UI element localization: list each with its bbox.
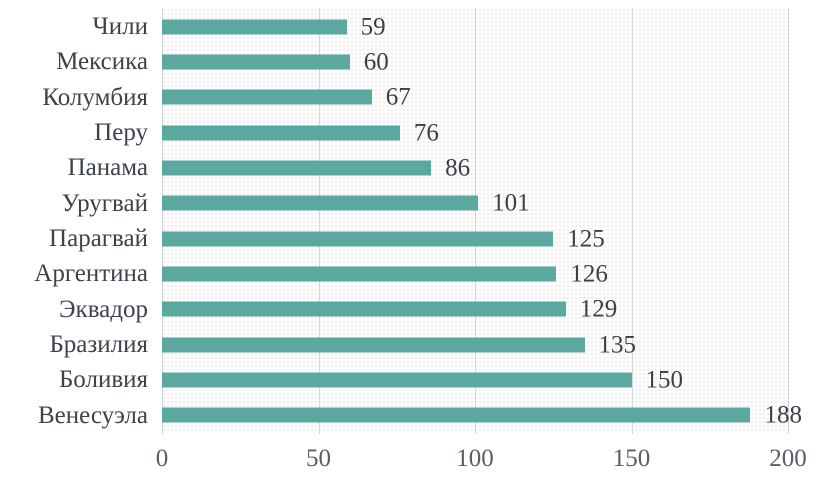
x-tick-label: 150 xyxy=(612,445,651,472)
bar-track: 60 xyxy=(162,44,788,79)
bar xyxy=(162,372,632,388)
value-label: 76 xyxy=(413,119,439,147)
bar xyxy=(162,125,400,141)
x-axis: 0 50 100 150 200 xyxy=(0,446,833,480)
bar-row: Перу 76 xyxy=(0,115,788,150)
value-label: 126 xyxy=(570,260,608,288)
bar xyxy=(162,19,347,35)
bar-row: Колумбия 67 xyxy=(0,80,788,115)
bar-row: Парагвай 125 xyxy=(0,221,788,256)
bar-rows: Чили 59 Мексика 60 Колумбия 67 Перу 76 Панама 86 У… xyxy=(0,9,802,433)
gridline-200 xyxy=(788,8,789,434)
category-label: Мексика xyxy=(56,48,148,76)
value-label: 150 xyxy=(645,366,684,394)
bar xyxy=(162,195,479,211)
bar-track: 101 xyxy=(162,186,788,221)
bar xyxy=(162,407,751,423)
bar xyxy=(162,89,372,105)
bar-track: 86 xyxy=(162,150,788,185)
bar xyxy=(162,337,585,353)
gridline-150 xyxy=(631,8,633,434)
category-label: Венесуэла xyxy=(38,401,148,429)
gridline-0 xyxy=(162,8,163,434)
bar-row: Эквадор 129 xyxy=(0,292,788,327)
bar xyxy=(162,231,554,247)
category-label: Парагвай xyxy=(49,225,148,253)
category-label: Эквадор xyxy=(59,295,148,323)
bar-track: 135 xyxy=(162,327,788,362)
bar xyxy=(162,266,557,282)
x-tick-label: 0 xyxy=(155,445,169,472)
value-label: 60 xyxy=(363,48,389,76)
category-label: Уругвай xyxy=(61,189,148,217)
bar xyxy=(162,54,350,70)
bar-row: Уругвай 101 xyxy=(0,186,788,221)
bar-track: 129 xyxy=(162,292,788,327)
value-label: 135 xyxy=(598,331,637,359)
category-label: Боливия xyxy=(58,366,148,394)
bar-track: 150 xyxy=(162,362,788,397)
value-label: 86 xyxy=(445,154,471,182)
category-label: Чили xyxy=(92,13,148,41)
bar-row: Панама 86 xyxy=(0,150,788,185)
bar-track: 76 xyxy=(162,115,788,150)
bar-track: 67 xyxy=(162,80,788,115)
bar-row: Боливия 150 xyxy=(0,362,788,397)
x-tick-label: 100 xyxy=(456,445,494,472)
bar-track: 125 xyxy=(162,221,788,256)
value-label: 129 xyxy=(579,295,618,323)
bar-track: 59 xyxy=(162,9,788,44)
value-label: 101 xyxy=(492,189,530,217)
value-label: 59 xyxy=(360,13,386,41)
bar-track: 188 xyxy=(162,398,802,433)
category-label: Бразилия xyxy=(49,331,148,359)
gridline-50 xyxy=(318,8,320,434)
bar-track: 126 xyxy=(162,256,788,291)
x-tick-label: 50 xyxy=(306,445,331,472)
value-label: 67 xyxy=(385,83,411,111)
bar-row: Аргентина 126 xyxy=(0,256,788,291)
category-label: Панама xyxy=(67,154,148,182)
bar-row: Мексика 60 xyxy=(0,44,788,79)
bar-row: Чили 59 xyxy=(0,9,788,44)
x-tick-label: 200 xyxy=(769,445,807,472)
gridline-100 xyxy=(475,8,476,434)
category-label: Колумбия xyxy=(42,83,148,111)
bar-row: Венесуэла 188 xyxy=(0,398,802,433)
bar xyxy=(162,301,566,317)
category-label: Аргентина xyxy=(34,260,148,288)
category-label: Перу xyxy=(94,119,148,147)
bar xyxy=(162,160,432,176)
value-label: 125 xyxy=(567,225,605,253)
value-label: 188 xyxy=(764,401,802,429)
bar-row: Бразилия 135 xyxy=(0,327,788,362)
